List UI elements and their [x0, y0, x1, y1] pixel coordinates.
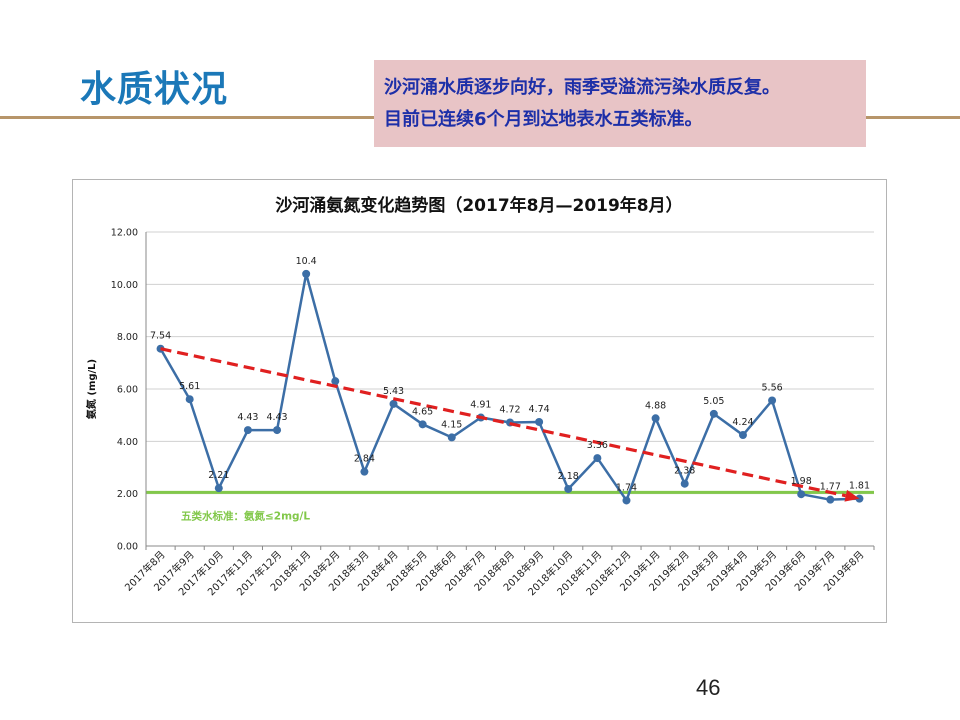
y-tick-label: 12.00: [111, 228, 138, 239]
data-point: [389, 399, 398, 408]
data-label: 4.72: [499, 404, 520, 415]
data-point: [302, 269, 311, 278]
data-point: [564, 484, 573, 493]
data-label: 1.81: [849, 481, 870, 492]
chart-frame: 沙河涌氨氮变化趋势图（2017年8月—2019年8月） 氨氮 (mg/L) 五类…: [72, 179, 887, 623]
data-point: [243, 426, 252, 435]
y-tick-label: 0.00: [117, 542, 138, 553]
y-tick-label: 6.00: [117, 385, 138, 396]
data-point: [680, 479, 689, 488]
data-label: 5.43: [383, 386, 404, 397]
data-label: 4.24: [732, 417, 753, 428]
data-label: 4.91: [470, 400, 491, 411]
data-label: 2.18: [558, 471, 579, 482]
data-label: 4.65: [412, 406, 433, 417]
data-label: 4.74: [529, 404, 550, 415]
y-tick-label: 10.00: [111, 280, 138, 291]
data-label: 4.15: [441, 419, 462, 430]
page-title: 水质状况: [80, 69, 229, 110]
data-point: [826, 495, 835, 504]
data-point: [622, 496, 631, 505]
data-point: [593, 454, 602, 463]
data-point: [331, 377, 340, 386]
page-number: 46: [696, 675, 721, 700]
trend-line: [160, 347, 847, 498]
data-label: 2.38: [674, 466, 695, 477]
standard-line-label: 五类水标准：氨氮≤2mg/L: [181, 509, 310, 522]
summary-callout: 沙河涌水质逐步向好，雨季受溢流污染水质反复。 目前已连续6个月到达地表水五类标准…: [374, 60, 866, 147]
data-label: 4.43: [237, 412, 258, 423]
trend-arrow-group: [160, 347, 860, 502]
data-point: [214, 484, 223, 493]
y-tick-label: 2.00: [117, 489, 138, 500]
data-point: [768, 396, 777, 405]
series-line: [159, 272, 860, 502]
data-point: [535, 417, 544, 426]
data-point: [418, 420, 427, 429]
data-label: 10.4: [296, 256, 317, 267]
data-point: [273, 426, 282, 435]
data-label: 5.56: [762, 383, 783, 394]
data-label: 7.54: [150, 331, 171, 342]
series-line-group: [156, 269, 864, 505]
trend-arrowhead: [844, 489, 860, 502]
data-point: [651, 414, 660, 423]
callout-line-1: 沙河涌水质逐步向好，雨季受溢流污染水质反复。: [384, 77, 780, 98]
y-tick-label: 4.00: [117, 437, 138, 448]
data-label: 4.88: [645, 400, 666, 411]
data-point: [185, 395, 194, 404]
callout-line-2: 目前已连续6个月到达地表水五类标准。: [384, 109, 703, 130]
axes: 0.002.004.006.008.0010.0012.002017年8月201…: [111, 228, 875, 598]
data-label: 1.74: [616, 482, 637, 493]
data-label: 1.77: [820, 482, 841, 493]
y-axis-title: 氨氮 (mg/L): [85, 359, 98, 419]
data-label: 3.36: [587, 440, 608, 451]
data-point: [709, 409, 718, 418]
data-point: [797, 490, 806, 499]
data-point: [738, 431, 747, 440]
chart-title: 沙河涌氨氮变化趋势图（2017年8月—2019年8月）: [275, 195, 682, 216]
gridlines: [146, 231, 874, 495]
y-tick-label: 8.00: [117, 332, 138, 343]
data-label: 2.21: [208, 470, 229, 481]
data-point: [447, 433, 456, 442]
data-label: 1.98: [791, 476, 812, 487]
data-labels: 7.54 5.61 2.21 4.43 4.43 10.4 2.84 5.43 4.65 4.15…: [150, 256, 870, 494]
data-label: 2.84: [354, 454, 375, 465]
data-label: 4.43: [266, 412, 287, 423]
reference-line-group: 五类水标准：氨氮≤2mg/L: [146, 490, 874, 522]
ammonia-trend-chart: 沙河涌氨氮变化趋势图（2017年8月—2019年8月） 氨氮 (mg/L) 五类…: [85, 195, 875, 598]
data-label: 5.61: [179, 381, 200, 392]
data-point: [360, 467, 369, 476]
data-label: 5.05: [703, 396, 724, 407]
